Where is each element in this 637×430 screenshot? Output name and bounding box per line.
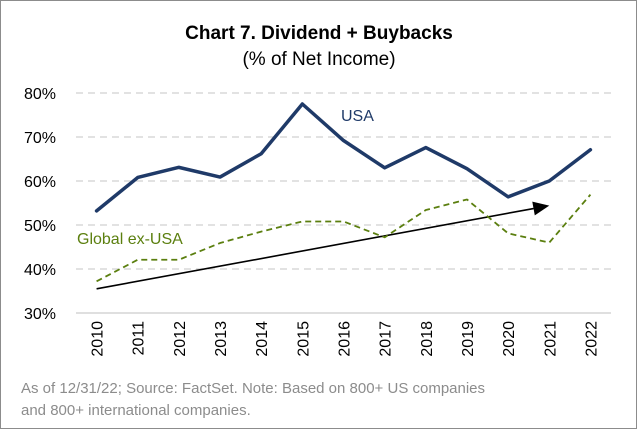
series-line-usa: [94, 102, 593, 213]
y-tick-label: 70%: [24, 130, 56, 147]
chart-title: Chart 7. Dividend + Buybacks: [185, 23, 453, 44]
series-label-global-ex-usa: Global ex-USA: [77, 231, 183, 248]
y-tick-label: 50%: [24, 218, 56, 235]
series-lines: [94, 102, 593, 283]
gridlines: [76, 92, 611, 270]
y-tick-label: 80%: [24, 86, 56, 103]
x-tick-label: 2019: [460, 321, 477, 357]
x-tick-label: 2018: [419, 321, 436, 357]
x-tick-label: 2014: [254, 321, 271, 357]
y-tick-label: 60%: [24, 174, 56, 191]
x-tick-label: 2013: [213, 321, 230, 357]
x-tick-label: 2020: [501, 321, 518, 357]
footnote-line-2: and 800+ international companies.: [21, 402, 251, 419]
y-tick-label: 40%: [24, 262, 56, 279]
x-tick-label: 2022: [583, 321, 600, 357]
y-tick-label: 30%: [24, 306, 56, 323]
footnote-line-1: As of 12/31/22; Source: FactSet. Note: B…: [21, 380, 485, 397]
x-tick-label: 2021: [542, 321, 559, 357]
trend-arrow: [96, 201, 550, 290]
y-tick-labels: 30% 40% 50% 60% 70% 80%: [24, 86, 56, 323]
x-tick-label: 2017: [378, 321, 395, 357]
x-tick-labels: 2010 2011 2012 2013 2014 2015 2016 2017 2018 2019…: [90, 321, 601, 357]
series-label-usa: USA: [341, 108, 374, 125]
x-tick-label: 2015: [295, 321, 312, 357]
x-tick-label: 2011: [131, 321, 148, 356]
chart-subtitle: (% of Net Income): [242, 49, 395, 70]
trend-arrow-head: [532, 201, 550, 216]
x-tick-label: 2012: [172, 321, 189, 357]
x-tick-label: 2016: [337, 321, 354, 357]
x-tick-label: 2010: [90, 321, 107, 357]
trend-arrow-shaft: [96, 207, 534, 290]
